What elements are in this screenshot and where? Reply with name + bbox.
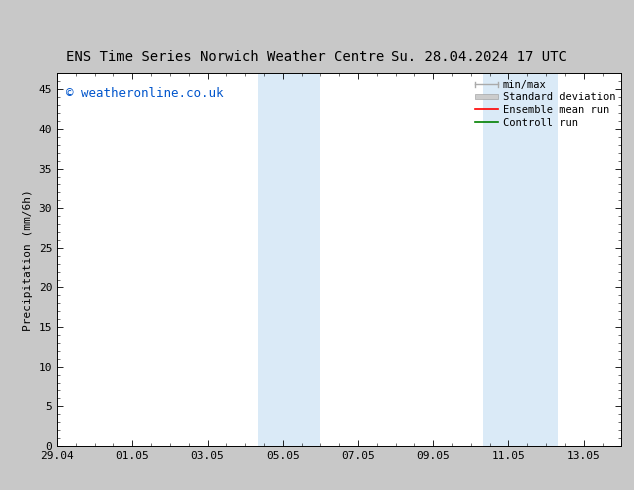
Text: ENS Time Series Norwich Weather Centre: ENS Time Series Norwich Weather Centre — [66, 49, 384, 64]
Bar — [257, 74, 320, 446]
Y-axis label: Precipitation (mm/6h): Precipitation (mm/6h) — [23, 189, 33, 331]
Legend: min/max, Standard deviation, Ensemble mean run, Controll run: min/max, Standard deviation, Ensemble me… — [471, 75, 619, 132]
Text: © weatheronline.co.uk: © weatheronline.co.uk — [65, 87, 223, 99]
Bar — [483, 74, 559, 446]
Text: Su. 28.04.2024 17 UTC: Su. 28.04.2024 17 UTC — [391, 49, 567, 64]
